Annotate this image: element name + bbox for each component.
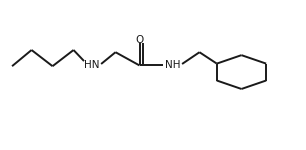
Text: O: O [135, 35, 144, 45]
Text: NH: NH [165, 60, 180, 70]
Text: HN: HN [84, 60, 99, 70]
